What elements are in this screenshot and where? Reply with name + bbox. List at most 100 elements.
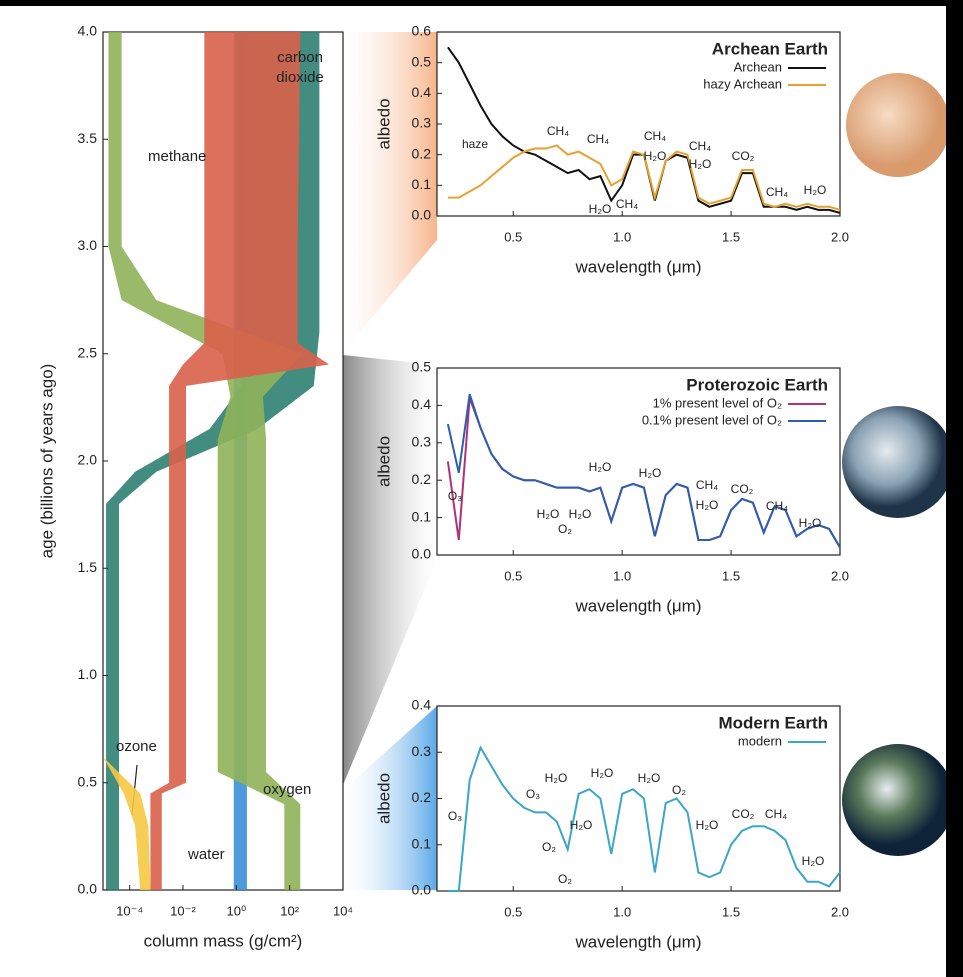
y-tick-label: 0.5 — [412, 53, 432, 69]
x-tick-label: 0.5 — [504, 568, 522, 583]
y-tick-label: 1.5 — [78, 559, 98, 575]
x-tick-label: 10⁰ — [226, 903, 246, 918]
x-tick-label: 1.0 — [613, 229, 631, 244]
annotation: H₂O — [638, 771, 661, 785]
series-label: ozone — [116, 737, 157, 757]
annotation: O₂ — [542, 840, 556, 854]
series-label: oxygen — [263, 780, 311, 800]
planet-archean — [846, 73, 950, 177]
panel-title: Modern Earth — [718, 713, 828, 732]
annotation: H₂O — [804, 183, 827, 197]
annotation: O₂ — [672, 783, 686, 797]
annotation: CO₂ — [731, 482, 754, 496]
annotation: H₂O — [696, 498, 719, 512]
y-tick-label: 4.0 — [78, 23, 98, 39]
x-axis-title: wavelength (μm) — [574, 932, 701, 951]
annotation: H₂O — [570, 818, 593, 832]
annotation: H₂O — [589, 202, 612, 216]
y-tick-label: 3.5 — [78, 130, 98, 146]
edge — [0, 0, 963, 6]
panel-title: Archean Earth — [712, 39, 828, 58]
annotation: O₂ — [558, 522, 572, 536]
chart: 0.0 0.5 1.0 1.5 2.0 2.5 3.0 3.5 4.0 10⁻⁴ 10⁻² 10⁰ 10… — [0, 0, 963, 977]
y-tick-label: 0.3 — [412, 434, 432, 450]
y-tick-label: 0.0 — [412, 207, 432, 223]
annotation: H₂O — [802, 854, 825, 868]
annotation: O₃ — [526, 787, 540, 801]
x-tick-label: 10⁻⁴ — [116, 903, 143, 918]
y-tick-label: 0.5 — [412, 359, 432, 375]
annotation: O₂ — [558, 872, 572, 886]
y-tick-label: 2.0 — [78, 452, 98, 468]
x-tick-label: 2.0 — [831, 229, 849, 244]
x-tick-label: 10² — [280, 903, 299, 918]
planet-modern — [842, 744, 954, 856]
y-tick-label: 0.0 — [412, 882, 432, 898]
x-tick-label: 1.0 — [613, 904, 631, 919]
annotation: H₂O — [639, 466, 662, 480]
y-tick-label: 0.1 — [412, 508, 432, 524]
annotation: H₂O — [644, 149, 667, 163]
legend-label: 0.1% present level of O₂ — [642, 412, 782, 427]
x-tick-label: 1.5 — [722, 904, 740, 919]
x-axis-title: wavelength (μm) — [574, 596, 701, 615]
x-tick-label: 2.0 — [831, 568, 849, 583]
y-tick-label: 1.0 — [78, 666, 98, 682]
y-axis-title: albedo — [374, 436, 393, 487]
annotation: CO₂ — [732, 807, 755, 821]
x-tick-label: 10⁻² — [170, 903, 196, 918]
y-tick-label: 0.4 — [412, 396, 432, 412]
series-label: carbon dioxide — [270, 48, 330, 88]
annotation: H₂O — [689, 157, 712, 171]
y-tick-label: 0.6 — [412, 23, 432, 39]
x-tick-label: 0.5 — [504, 904, 522, 919]
y-tick-label: 0.1 — [412, 176, 432, 192]
y-axis-title: albedo — [374, 773, 393, 824]
y-tick-label: 0.1 — [412, 835, 432, 851]
annotation: H₂O — [569, 507, 592, 521]
annotation: CH₄ — [587, 132, 609, 146]
legend-label: Archean — [734, 59, 782, 74]
legend-label: 1% present level of O₂ — [653, 395, 782, 410]
y-tick-label: 0.0 — [78, 881, 98, 897]
series-label: water — [188, 845, 225, 865]
annotation: CH₄ — [766, 185, 788, 199]
y-tick-label: 0.3 — [412, 743, 432, 759]
annotation: CH₄ — [547, 124, 569, 138]
x-axis-title: column mass (g/cm²) — [144, 931, 303, 950]
annotation: H₂O — [591, 766, 614, 780]
annotation: H₂O — [545, 771, 568, 785]
x-tick-label: 1.0 — [613, 568, 631, 583]
annotation: O₃ — [448, 489, 462, 503]
annotation: H₂O — [537, 507, 560, 521]
y-axis-title: age (billions of years ago) — [37, 364, 56, 559]
y-axis-title: albedo — [374, 98, 393, 149]
legend-label: hazy Archean — [703, 76, 782, 91]
y-tick-label: 0.2 — [412, 471, 432, 487]
annotation: CO₂ — [732, 149, 755, 163]
planet-proterozoic — [842, 406, 954, 518]
y-tick-label: 0.0 — [412, 546, 432, 562]
y-tick-label: 0.3 — [412, 115, 432, 131]
x-tick-label: 10⁴ — [333, 903, 353, 918]
annotation: haze — [462, 137, 488, 151]
annotation: H₂O — [799, 516, 822, 530]
edge — [946, 0, 963, 977]
y-tick-label: 0.2 — [412, 145, 432, 161]
y-tick-label: 2.5 — [78, 344, 98, 360]
x-tick-label: 1.5 — [722, 229, 740, 244]
x-tick-label: 1.5 — [722, 568, 740, 583]
y-tick-label: 0.4 — [412, 697, 432, 713]
annotation: O₃ — [448, 809, 462, 823]
annotation: H₂O — [589, 460, 612, 474]
y-tick-label: 0.2 — [412, 789, 432, 805]
y-tick-label: 3.0 — [78, 237, 98, 253]
annotation: CH₄ — [689, 139, 711, 153]
annotation: CH₄ — [765, 807, 787, 821]
panel-title: Proterozoic Earth — [686, 375, 828, 394]
annotation: H₂O — [696, 818, 719, 832]
legend-label: modern — [738, 733, 782, 748]
figure: 0.0 0.5 1.0 1.5 2.0 2.5 3.0 3.5 4.0 10⁻⁴ 10⁻² 10⁰ 10… — [0, 0, 963, 977]
y-tick-label: 0.5 — [78, 773, 98, 789]
annotation: CH₄ — [766, 499, 788, 513]
